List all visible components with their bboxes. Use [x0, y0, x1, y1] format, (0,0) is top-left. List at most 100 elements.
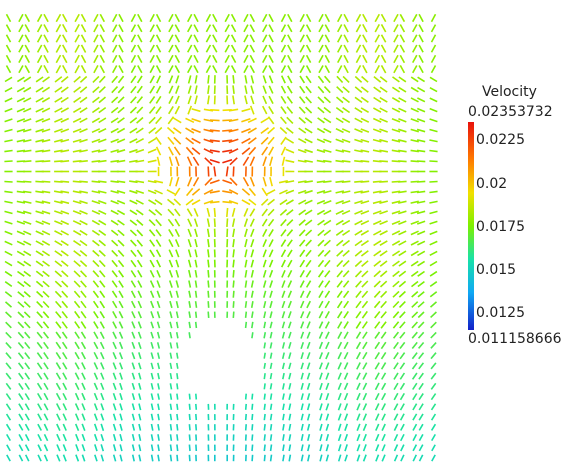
velocity-glyph: [73, 250, 82, 257]
velocity-glyph: [79, 138, 88, 143]
velocity-glyph: [250, 239, 255, 248]
velocity-glyph: [193, 54, 199, 63]
velocity-glyph: [232, 166, 235, 177]
velocity-glyph: [322, 159, 332, 163]
velocity-glyph: [194, 75, 198, 84]
velocity-glyph: [355, 351, 362, 360]
velocity-glyph: [362, 372, 368, 380]
velocity-glyph: [398, 290, 406, 298]
velocity-glyph: [249, 176, 255, 187]
velocity-glyph: [429, 270, 438, 277]
velocity-glyph: [269, 413, 273, 421]
velocity-glyph: [5, 331, 12, 339]
velocity-glyph: [118, 280, 124, 288]
velocity-glyph: [225, 166, 229, 177]
velocity-glyph: [118, 34, 124, 43]
velocity-glyph: [60, 149, 70, 153]
velocity-glyph: [93, 34, 99, 43]
velocity-glyph: [299, 65, 305, 74]
velocity-glyph: [248, 198, 257, 206]
velocity-glyph: [191, 199, 201, 206]
velocity-glyph: [341, 200, 351, 205]
velocity-glyph: [169, 454, 173, 462]
velocity-glyph: [6, 454, 11, 462]
velocity-glyph: [74, 13, 80, 23]
velocity-glyph: [60, 128, 70, 133]
velocity-glyph: [262, 249, 267, 258]
velocity-glyph: [43, 382, 49, 391]
velocity-glyph: [316, 209, 325, 216]
velocity-glyph: [393, 423, 399, 431]
velocity-glyph: [156, 156, 161, 166]
velocity-glyph: [168, 44, 174, 53]
velocity-glyph: [191, 108, 201, 113]
velocity-glyph: [416, 230, 426, 236]
velocity-glyph: [23, 240, 32, 246]
velocity-glyph: [62, 413, 68, 421]
velocity-glyph: [35, 230, 44, 236]
velocity-glyph: [335, 96, 344, 104]
velocity-glyph: [249, 208, 256, 217]
velocity-glyph: [5, 13, 12, 23]
velocity-glyph: [250, 280, 254, 288]
velocity-glyph: [116, 138, 126, 144]
velocity-glyph: [354, 107, 363, 114]
velocity-glyph: [241, 118, 251, 123]
velocity-glyph: [112, 413, 117, 421]
velocity-glyph: [4, 270, 13, 277]
velocity-glyph: [393, 54, 399, 64]
velocity-glyph: [150, 413, 154, 421]
velocity-glyph: [176, 373, 179, 380]
velocity-glyph: [23, 86, 32, 93]
velocity-glyph: [42, 280, 50, 288]
velocity-glyph: [4, 128, 13, 133]
velocity-glyph: [137, 290, 143, 299]
velocity-glyph: [344, 433, 349, 442]
velocity-glyph: [111, 259, 118, 268]
velocity-glyph: [360, 149, 370, 153]
velocity-glyph: [392, 331, 400, 339]
velocity-glyph: [99, 65, 106, 74]
velocity-glyph: [17, 331, 25, 339]
velocity-glyph: [23, 97, 32, 103]
velocity-glyph: [212, 13, 218, 23]
velocity-glyph: [72, 200, 82, 205]
velocity-glyph: [36, 341, 43, 349]
velocity-glyph: [251, 413, 254, 421]
velocity-glyph: [400, 454, 405, 462]
velocity-glyph: [79, 239, 88, 247]
velocity-glyph: [176, 434, 179, 441]
velocity-glyph: [323, 127, 332, 134]
velocity-glyph: [304, 219, 313, 226]
velocity-glyph: [354, 229, 363, 236]
velocity-glyph: [149, 269, 155, 278]
velocity-glyph: [399, 34, 406, 43]
velocity-glyph: [205, 13, 212, 23]
velocity-glyph: [398, 250, 407, 257]
velocity-glyph: [188, 311, 191, 319]
velocity-glyph: [174, 24, 181, 33]
velocity-glyph: [6, 444, 11, 452]
velocity-glyph: [398, 86, 407, 93]
velocity-glyph: [172, 117, 182, 124]
velocity-glyph: [429, 160, 438, 163]
velocity-glyph: [194, 321, 198, 329]
velocity-glyph: [18, 13, 24, 23]
velocity-glyph: [168, 239, 174, 248]
velocity-glyph: [74, 44, 80, 53]
velocity-glyph: [150, 341, 154, 349]
velocity-glyph: [249, 13, 256, 23]
velocity-glyph: [418, 423, 424, 431]
velocity-glyph: [398, 97, 407, 103]
velocity-glyph: [354, 270, 362, 278]
velocity-glyph: [148, 219, 156, 227]
velocity-glyph: [410, 107, 419, 113]
velocity-glyph: [150, 383, 154, 390]
velocity-glyph: [300, 434, 304, 441]
velocity-glyph: [305, 54, 312, 63]
velocity-glyph: [391, 139, 401, 143]
velocity-glyph: [429, 291, 438, 298]
velocity-glyph: [306, 331, 311, 339]
velocity-glyph: [244, 290, 248, 298]
velocity-glyph: [249, 156, 256, 167]
